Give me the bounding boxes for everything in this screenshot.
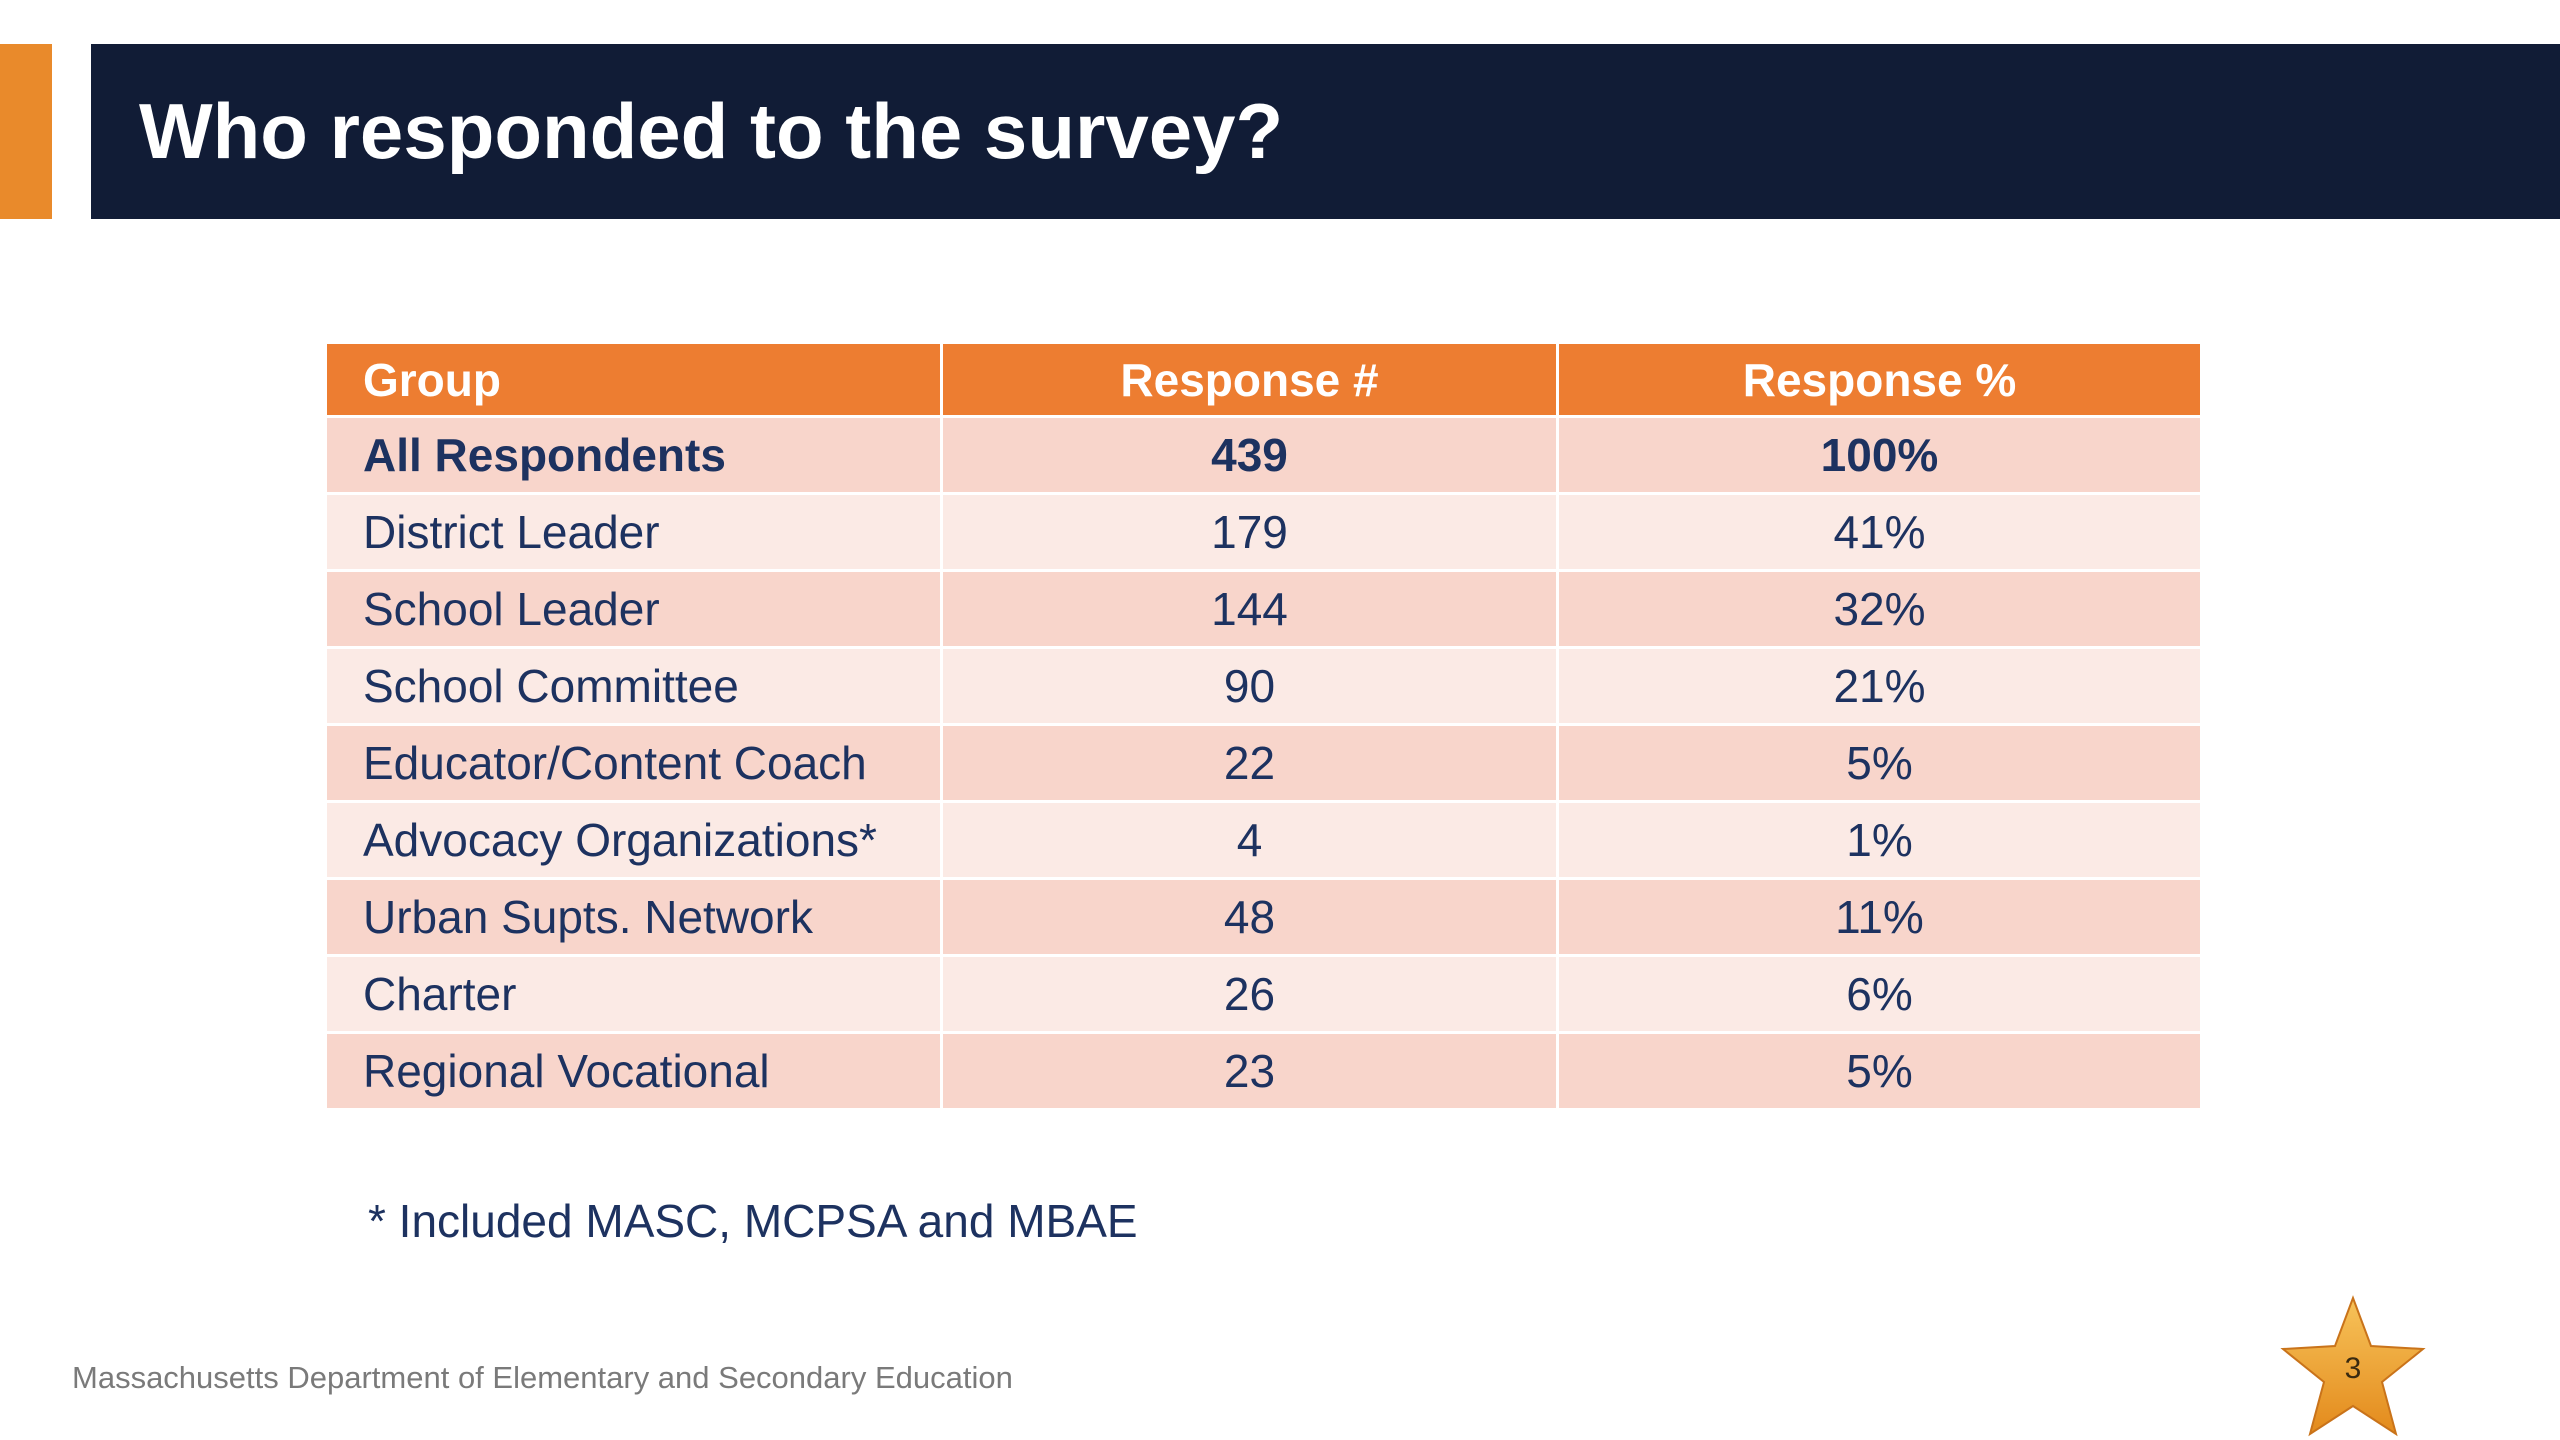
percent-cell: 32% [1556,569,2203,649]
group-cell: District Leader [324,492,943,572]
table-row: Urban Supts. Network 48 11% [324,877,2203,957]
table-row: Advocacy Organizations* 4 1% [324,800,2203,880]
table-row: School Committee 90 21% [324,646,2203,726]
count-cell: 90 [940,646,1559,726]
group-cell: Regional Vocational [324,1031,943,1111]
table-row: Educator/Content Coach 22 5% [324,723,2203,803]
footer-organization: Massachusetts Department of Elementary a… [72,1360,1013,1395]
star-icon [2280,1295,2426,1437]
page-number-badge: 3 [2278,1294,2428,1440]
group-cell: Educator/Content Coach [324,723,943,803]
count-cell: 23 [940,1031,1559,1111]
percent-cell: 100% [1556,415,2203,495]
header-response-count: Response # [940,341,1559,418]
count-cell: 48 [940,877,1559,957]
group-cell: Urban Supts. Network [324,877,943,957]
header-response-percent: Response % [1556,341,2203,418]
table-header-row: Group Response # Response % [324,341,2203,418]
count-cell: 179 [940,492,1559,572]
group-cell: School Leader [324,569,943,649]
percent-cell: 5% [1556,1031,2203,1111]
group-cell: Advocacy Organizations* [324,800,943,880]
footnote: * Included MASC, MCPSA and MBAE [368,1195,1138,1247]
table-row: Charter 26 6% [324,954,2203,1034]
table-row: School Leader 144 32% [324,569,2203,649]
count-cell: 22 [940,723,1559,803]
count-cell: 144 [940,569,1559,649]
table-row: District Leader 179 41% [324,492,2203,572]
group-cell: Charter [324,954,943,1034]
count-cell: 4 [940,800,1559,880]
table-row: All Respondents 439 100% [324,415,2203,495]
percent-cell: 21% [1556,646,2203,726]
page-number: 3 [2344,1352,2362,1385]
group-cell: All Respondents [324,415,943,495]
respondents-table: Group Response # Response % All Responde… [324,341,2203,1111]
percent-cell: 5% [1556,723,2203,803]
percent-cell: 1% [1556,800,2203,880]
percent-cell: 11% [1556,877,2203,957]
percent-cell: 6% [1556,954,2203,1034]
header-group: Group [324,341,943,418]
title-bar: Who responded to the survey? [91,44,2560,219]
group-cell: School Committee [324,646,943,726]
slide-title: Who responded to the survey? [139,87,1284,175]
count-cell: 439 [940,415,1559,495]
percent-cell: 41% [1556,492,2203,572]
table-row: Regional Vocational 23 5% [324,1031,2203,1111]
accent-bar [0,44,52,219]
count-cell: 26 [940,954,1559,1034]
